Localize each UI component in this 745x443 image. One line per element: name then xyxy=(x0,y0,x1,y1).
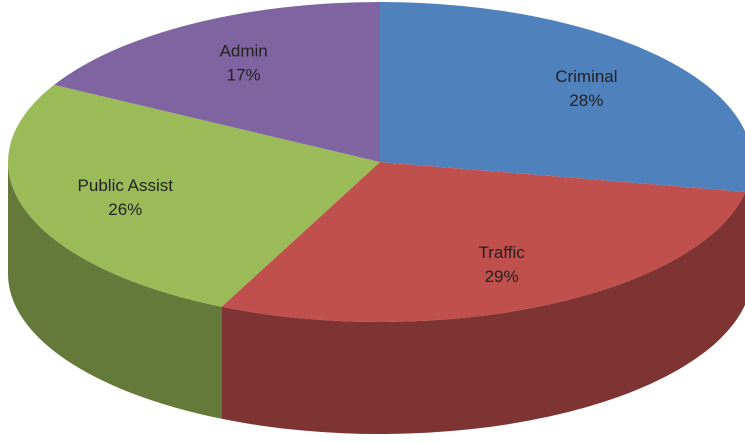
slice-value-label: 17% xyxy=(227,65,261,84)
slice xyxy=(380,2,745,192)
slice-value-label: 28% xyxy=(569,91,603,110)
slice-value-label: 26% xyxy=(108,200,142,219)
slice-label: Criminal xyxy=(555,67,617,86)
slice-label: Traffic xyxy=(478,243,525,262)
slice-side xyxy=(221,192,745,434)
slice xyxy=(221,162,745,322)
slice-side-shade xyxy=(8,162,222,419)
slice-label: Admin xyxy=(220,41,268,60)
slice-value-label: 29% xyxy=(485,267,519,286)
slice-label: Public Assist xyxy=(78,176,174,195)
slice-side xyxy=(8,162,222,419)
slice-side-shade xyxy=(221,192,745,434)
slice xyxy=(7,84,381,307)
slice xyxy=(54,2,380,162)
